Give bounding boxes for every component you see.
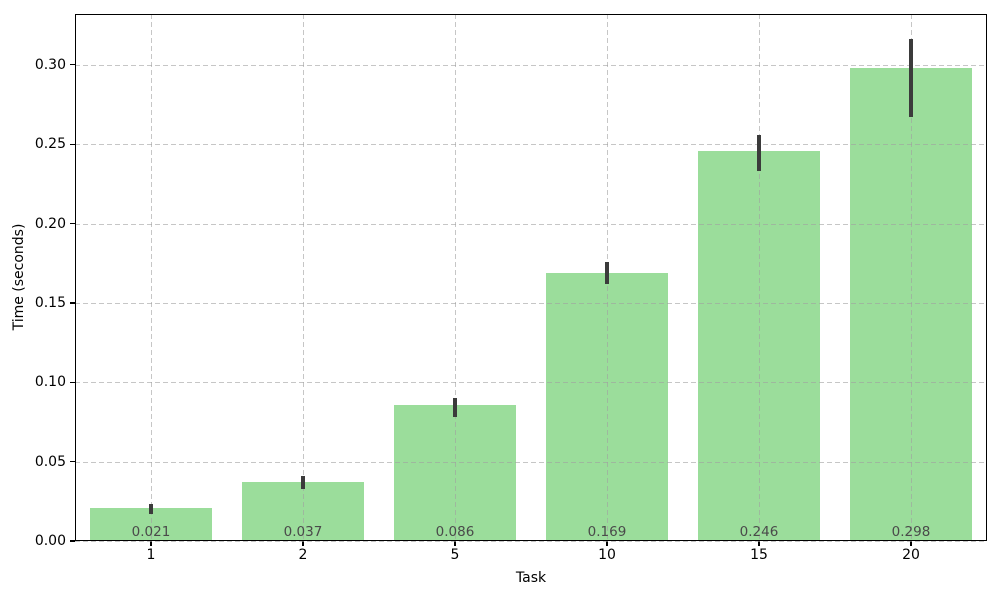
y-gridline: [75, 64, 987, 66]
x-tick-label: 1: [146, 547, 156, 563]
y-axis-title-text: Time (seconds): [11, 223, 27, 331]
error-bar: [453, 398, 457, 418]
bar-value-label: 0.037: [283, 524, 323, 540]
y-gridline: [75, 144, 987, 146]
error-bar: [757, 134, 761, 172]
y-tick-mark: [70, 540, 75, 542]
x-axis-title-text: Task: [515, 570, 547, 586]
bar-value-label: 0.298: [891, 524, 931, 540]
y-tick-label: 0.25: [34, 136, 66, 153]
x-tick-mark: [910, 541, 912, 546]
error-bar: [149, 504, 153, 514]
x-tick-label: 2: [298, 547, 308, 563]
x-tick-mark: [302, 541, 304, 546]
y-gridline: [75, 541, 987, 542]
y-tick-label: 0.15: [34, 294, 66, 311]
bar-value-label: 0.246: [739, 524, 779, 540]
y-tick-label: 0.05: [34, 453, 66, 470]
x-tick-label: 20: [902, 547, 920, 563]
y-tick-mark: [70, 64, 75, 66]
x-tick-label: 5: [450, 547, 460, 563]
error-bar: [301, 475, 305, 489]
y-gridline: [75, 461, 987, 463]
x-gridline: [910, 14, 912, 541]
y-tick-mark: [70, 222, 75, 225]
x-gridline: [150, 14, 152, 541]
x-tick-label: 10: [598, 547, 616, 563]
x-gridline: [758, 14, 760, 541]
y-tick-mark: [70, 460, 75, 463]
x-tick-mark: [758, 541, 760, 546]
x-tick-mark: [150, 541, 152, 546]
y-tick-label: 0.00: [34, 533, 66, 549]
error-bar: [605, 261, 609, 284]
y-gridline: [75, 223, 987, 225]
y-tick-label: 0.30: [34, 56, 66, 73]
plot-area: 0.021 0.037 0.086 0.169 0.246 0.298: [75, 14, 987, 542]
bar-value-label: 0.021: [131, 524, 171, 540]
x-tick-mark: [454, 541, 456, 546]
y-tick-label: 0.20: [34, 215, 66, 232]
y-tick-mark: [70, 143, 75, 145]
error-bar: [909, 39, 913, 118]
bar-value-label: 0.086: [435, 524, 475, 540]
y-tick-mark: [70, 381, 75, 383]
y-tick-label: 0.10: [34, 374, 66, 391]
y-tick-mark: [70, 302, 75, 304]
y-gridline: [75, 382, 987, 384]
y-gridline: [75, 302, 987, 304]
x-gridline: [454, 14, 456, 541]
x-tick-label: 15: [750, 547, 768, 563]
x-gridline: [302, 14, 304, 541]
bar-value-label: 0.169: [587, 524, 627, 540]
x-tick-mark: [606, 541, 608, 546]
